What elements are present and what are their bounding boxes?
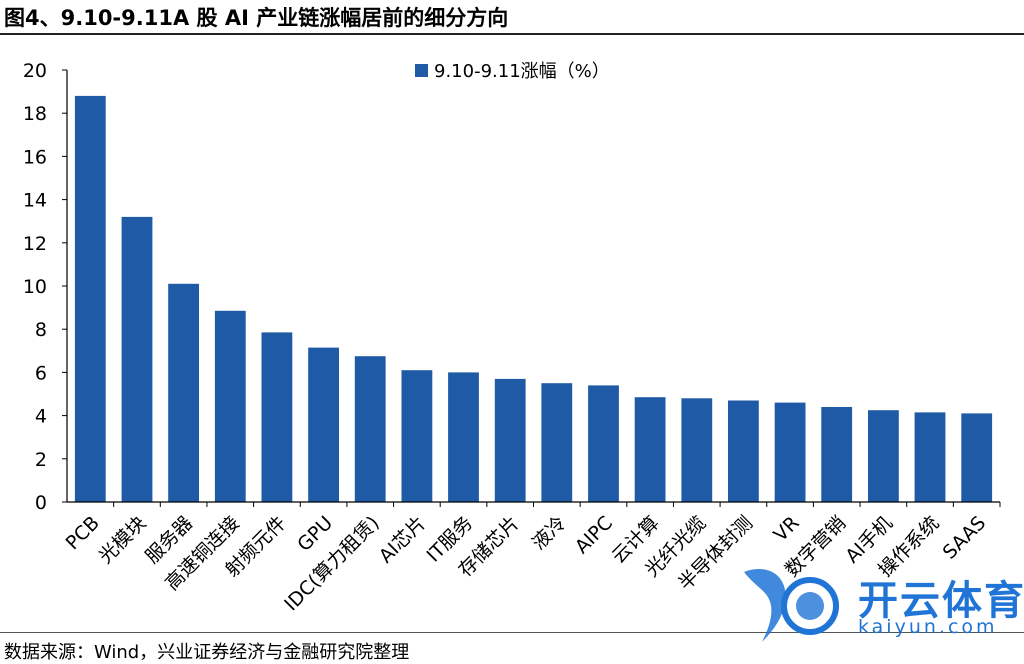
legend-swatch [415, 64, 428, 77]
y-tick-label: 2 [35, 449, 47, 471]
x-tick-label: AI芯片 [375, 512, 431, 568]
y-tick-label: 8 [35, 319, 47, 341]
bar-19 [914, 412, 946, 502]
bar-1 [74, 95, 106, 503]
y-tick-label: 20 [23, 60, 47, 82]
watermark-domain: kaiyun.com [858, 616, 998, 638]
y-tick-label: 16 [23, 146, 47, 168]
figure-title: 图4、9.10-9.11A 股 AI 产业链涨幅居前的细分方向 [4, 6, 509, 30]
watermark-brand: 开云体育 [858, 578, 1024, 624]
bar-2 [121, 216, 153, 502]
source-note: 数据来源：Wind，兴业证券经济与金融研究院整理 [4, 642, 410, 663]
footer-divider [0, 632, 1024, 633]
y-tick-label: 6 [35, 362, 47, 384]
bar-18 [868, 410, 899, 502]
bar-11 [541, 383, 573, 502]
y-tick-label: 18 [23, 103, 47, 125]
bar-3 [168, 283, 199, 502]
y-tick-label: 14 [23, 190, 47, 212]
bar-5 [261, 332, 293, 502]
x-tick-label: PCB [62, 512, 104, 554]
x-tick-label: 光模块 [95, 512, 151, 568]
bar-14 [681, 398, 713, 502]
bar-6 [308, 347, 339, 502]
bar-13 [634, 397, 666, 502]
bar-7 [354, 356, 386, 502]
y-tick-label: 0 [35, 492, 47, 514]
bar-8 [401, 370, 433, 502]
bar-4 [214, 310, 246, 502]
bar-16 [774, 402, 806, 502]
x-tick-label: 液冷 [528, 512, 570, 554]
bar-20 [961, 413, 993, 502]
y-tick-label: 10 [23, 276, 47, 298]
y-tick-label: 4 [35, 406, 47, 428]
x-tick-label: VR [770, 512, 804, 546]
bar-10 [494, 378, 526, 502]
legend-label: 9.10-9.11涨幅（%） [434, 61, 610, 82]
bar-12 [588, 385, 619, 502]
bar-17 [821, 407, 853, 502]
watermark-logo-icon [744, 568, 839, 642]
y-tick-label: 12 [23, 233, 47, 255]
title-divider [0, 33, 1024, 35]
bar-9 [448, 372, 479, 502]
bar-15 [728, 400, 759, 502]
